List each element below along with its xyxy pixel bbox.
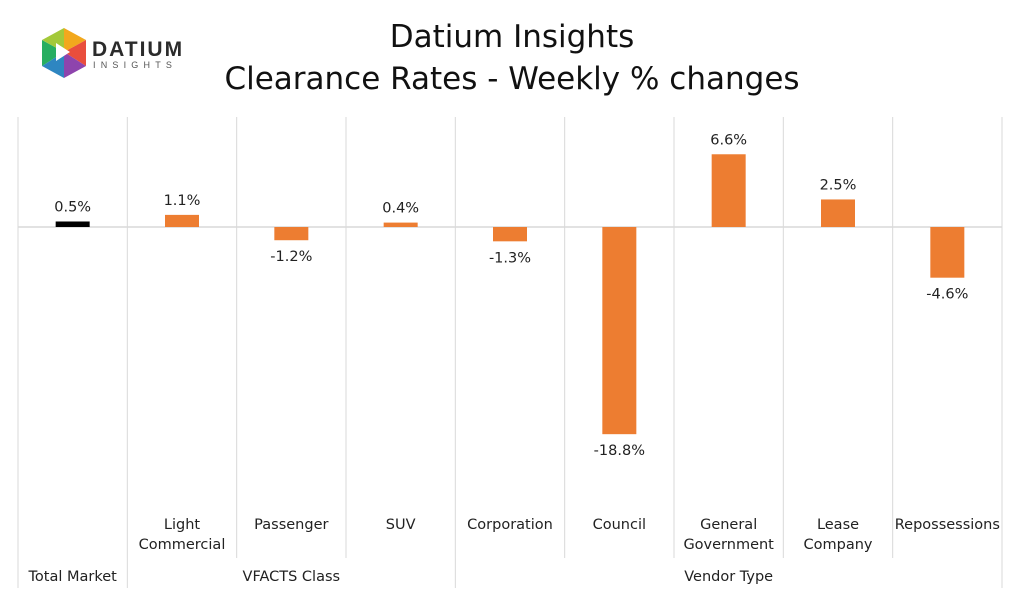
category-tick-label: Council <box>593 517 646 533</box>
bar <box>602 227 637 435</box>
data-label: -1.2% <box>270 249 312 265</box>
category-tick-label: Light <box>164 517 201 533</box>
data-label: 2.5% <box>820 177 857 193</box>
group-label: Total Market <box>28 569 118 585</box>
bar <box>821 199 855 227</box>
category-tick-label: Lease <box>817 517 859 533</box>
bar <box>493 227 527 242</box>
data-label: 1.1% <box>164 193 201 209</box>
title-line-1: Datium Insights <box>389 19 635 55</box>
data-label: 0.5% <box>54 199 91 215</box>
logo-text: DATIUM <box>92 38 185 61</box>
category-tick-label: Passenger <box>254 517 328 533</box>
logo-subtext: INSIGHTS <box>93 60 178 70</box>
category-tick-label: SUV <box>386 517 416 533</box>
bar <box>55 221 90 227</box>
data-label: 0.4% <box>382 201 419 217</box>
bar <box>383 222 418 227</box>
data-label: -4.6% <box>926 287 968 303</box>
category-tick-label: Government <box>683 537 774 553</box>
bar <box>930 227 965 278</box>
bar <box>711 154 746 227</box>
category-tick-label: General <box>700 517 757 533</box>
datium-logo-icon <box>42 28 86 78</box>
bar <box>165 214 199 227</box>
category-tick-label: Corporation <box>467 517 553 533</box>
group-label: Vendor Type <box>684 569 773 585</box>
category-tick-label: Repossessions <box>895 517 1000 533</box>
group-label: VFACTS Class <box>243 569 341 585</box>
bar <box>274 227 309 241</box>
data-label: -1.3% <box>489 250 531 266</box>
category-tick-label: Commercial <box>139 537 226 553</box>
chart-title: Datium Insights Clearance Rates - Weekly… <box>0 16 1024 100</box>
data-label: -18.8% <box>594 443 645 459</box>
data-label: 6.6% <box>710 132 747 148</box>
title-line-2: Clearance Rates - Weekly % changes <box>224 61 800 97</box>
category-tick-label: Company <box>804 537 873 553</box>
